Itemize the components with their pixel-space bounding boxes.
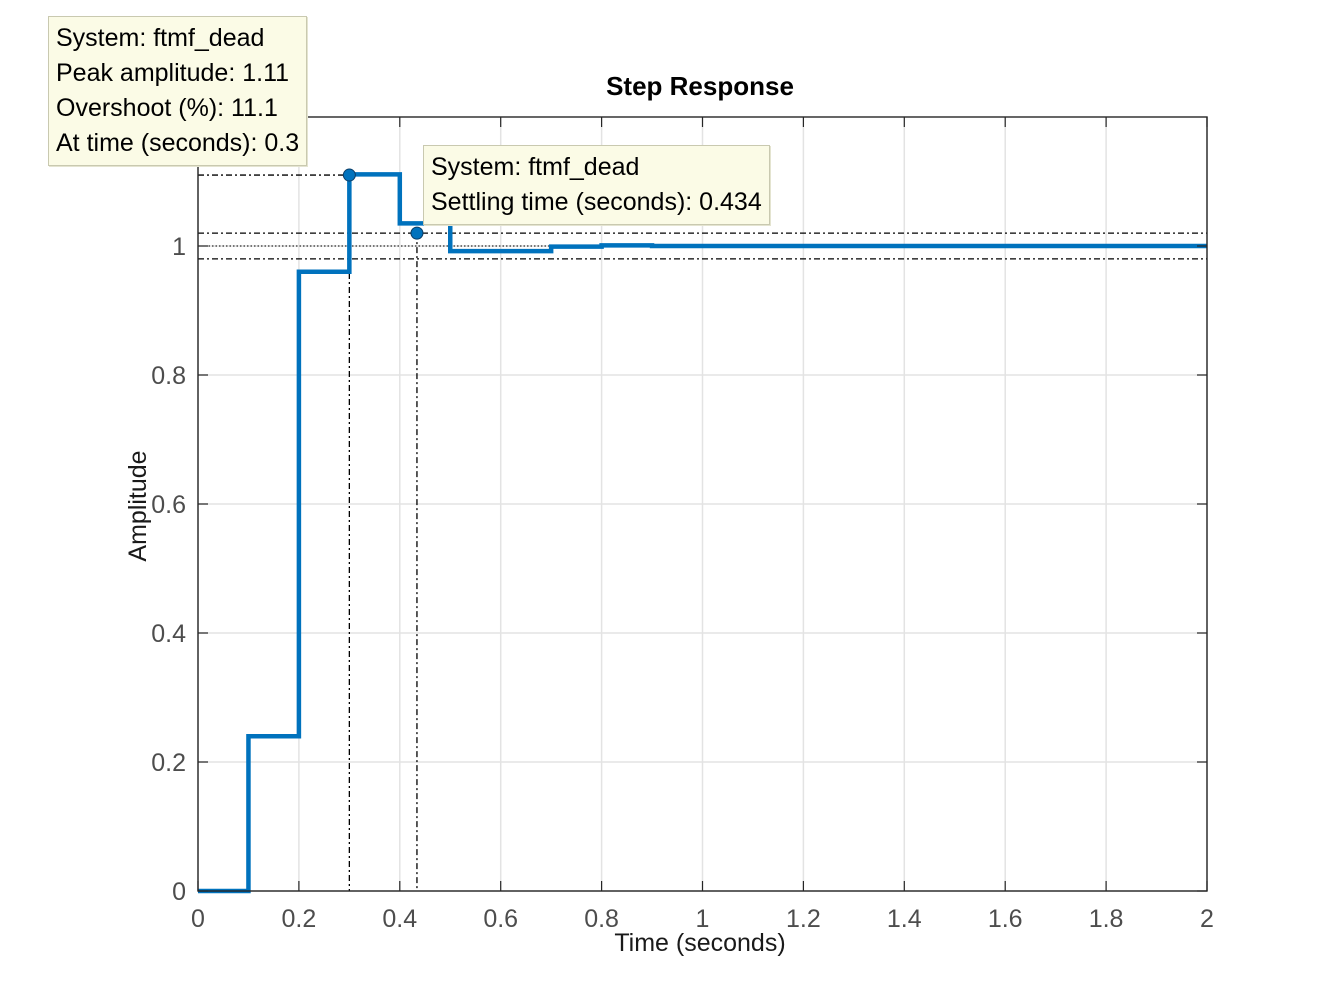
y-tick-label: 1: [172, 233, 186, 261]
x-tick-label: 0.8: [584, 905, 619, 933]
x-tick-label: 1.4: [887, 905, 922, 933]
y-tick-label: 0: [172, 878, 186, 906]
x-tick-label: 0.6: [483, 905, 518, 933]
x-tick-label: 1.2: [786, 905, 821, 933]
chart-title: Step Response: [606, 71, 794, 101]
x-tick-label: 2: [1200, 905, 1214, 933]
x-tick-label: 1.6: [988, 905, 1023, 933]
x-tick-label: 0: [191, 905, 205, 933]
step-response-line: [198, 172, 1207, 894]
y-tick-label: 0.6: [151, 491, 186, 519]
y-axis-label: Amplitude: [124, 450, 152, 561]
peak-marker[interactable]: [342, 168, 356, 182]
y-tick-label: 0.2: [151, 749, 186, 777]
y-tick-label: 0.8: [151, 362, 186, 390]
axes-box: [197, 116, 1208, 892]
settling-marker[interactable]: [410, 226, 424, 240]
datatip-settling-line: System: ftmf_dead: [431, 153, 640, 181]
x-axis-label: Time (seconds): [614, 929, 785, 957]
datatip-peak-line: Overshoot (%): 11.1: [56, 94, 278, 122]
datatip-markers[interactable]: [342, 168, 424, 240]
x-tick-label: 1.8: [1089, 905, 1124, 933]
datatip-peak-line: Peak amplitude: 1.11: [56, 59, 290, 87]
x-tick-label: 0.2: [282, 905, 317, 933]
datatip-settling-line: Settling time (seconds): 0.434: [431, 188, 762, 216]
x-tick-label: 0.4: [382, 905, 417, 933]
axes-frame: [197, 116, 1208, 892]
y-tick-label: 0.4: [151, 620, 186, 648]
datatip-peak-line: At time (seconds): 0.3: [56, 129, 300, 157]
x-tick-label: 1: [696, 905, 710, 933]
datatip-peak-line: System: ftmf_dead: [56, 24, 265, 52]
datatip-settling[interactable]: System: ftmf_dead Settling time (seconds…: [423, 145, 770, 225]
datatip-peak[interactable]: System: ftmf_dead Peak amplitude: 1.11 O…: [48, 16, 308, 166]
series-layer: [198, 172, 1207, 894]
tick-labels: 0 0.2 0.4 0.6 0.8 1 1.2 1.4 1.6 1.8 2 0 0.2 0.4 0.6 0.8…: [151, 233, 1214, 933]
